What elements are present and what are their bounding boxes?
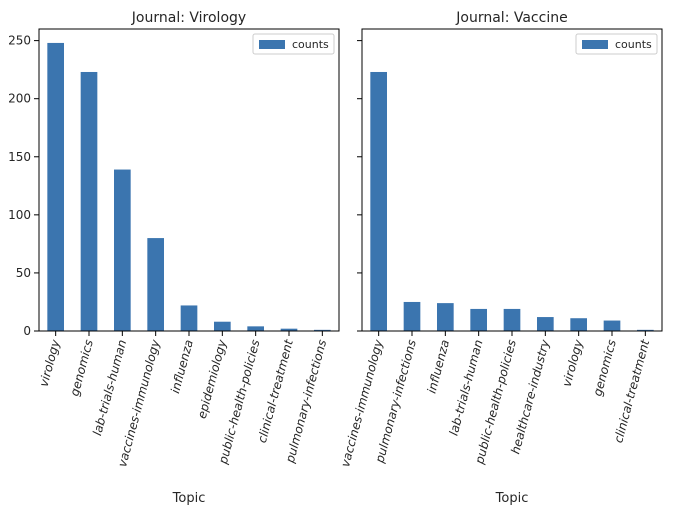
plot-frame — [38, 28, 340, 332]
x-axis-label: Topic — [172, 491, 206, 506]
bar-virology — [47, 42, 64, 331]
y-tick-label: 250 — [8, 34, 31, 48]
plot-frame — [361, 28, 663, 332]
chart-title: Journal: Vaccine — [455, 10, 567, 26]
x-tick-label: clinical-treatment — [611, 337, 652, 445]
x-tick-label: influenza — [424, 338, 452, 395]
y-tick-label: 100 — [8, 208, 31, 222]
x-tick-label: virology — [560, 337, 586, 388]
x-tick-label: virology — [37, 337, 63, 388]
bar-genomics — [603, 320, 621, 331]
x-tick-label: influenza — [168, 338, 196, 395]
y-tick-label: 50 — [16, 266, 31, 280]
y-axis-ticks: 0 50 100 150 200 250 — [8, 34, 39, 338]
legend: counts — [252, 33, 335, 55]
bar-public-health-policies — [247, 326, 264, 331]
bar-healthcare-industry — [537, 317, 554, 331]
chart-panel-virology: Journal: Virology 0 50 100 150 200 250 virolo… — [8, 10, 340, 506]
bar-clinical-treatment — [637, 329, 654, 331]
bar-pulmonary-infections — [314, 329, 331, 331]
legend-swatch — [259, 40, 285, 49]
legend-entry-label: counts — [292, 38, 329, 51]
chart-panel-vaccine: Journal: Vaccine vaccines-immunologypulm… — [338, 10, 663, 506]
bar-pulmonary-infections — [403, 301, 421, 331]
bar-clinical-treatment — [280, 328, 298, 331]
legend: counts — [575, 33, 658, 55]
bar-lab-trials-human — [470, 308, 487, 331]
bar-lab-trials-human — [114, 169, 131, 331]
bar-influenza — [437, 303, 454, 331]
x-tick-label: genomics — [67, 338, 95, 397]
y-tick-label: 150 — [8, 150, 31, 164]
legend-swatch — [582, 40, 608, 49]
bar-genomics — [80, 71, 98, 331]
y-tick-label: 200 — [8, 92, 31, 106]
bar-group — [370, 71, 654, 331]
chart-title: Journal: Virology — [131, 10, 246, 26]
x-tick-label: genomics — [590, 338, 618, 397]
x-tick-label: epidemiology — [195, 337, 230, 420]
x-tick-label: lab-trials-human — [90, 338, 129, 437]
x-tick-label: clinical-treatment — [255, 337, 296, 445]
legend-entry-label: counts — [615, 38, 652, 51]
bar-virology — [570, 318, 587, 331]
x-axis-label: Topic — [495, 491, 529, 506]
bar-public-health-policies — [503, 308, 521, 331]
bar-group — [47, 42, 331, 331]
x-tick-label: lab-trials-human — [446, 338, 485, 437]
x-axis-ticks: virology genomicslab-trials-humanvaccines… — [37, 331, 329, 469]
bar-vaccines-immunology — [147, 238, 164, 331]
bar-vaccines-immunology — [370, 71, 387, 331]
bar-epidemiology — [214, 321, 231, 331]
y-tick-label: 0 — [23, 324, 31, 338]
bar-influenza — [180, 305, 198, 331]
y-axis-ticks — [357, 40, 362, 332]
